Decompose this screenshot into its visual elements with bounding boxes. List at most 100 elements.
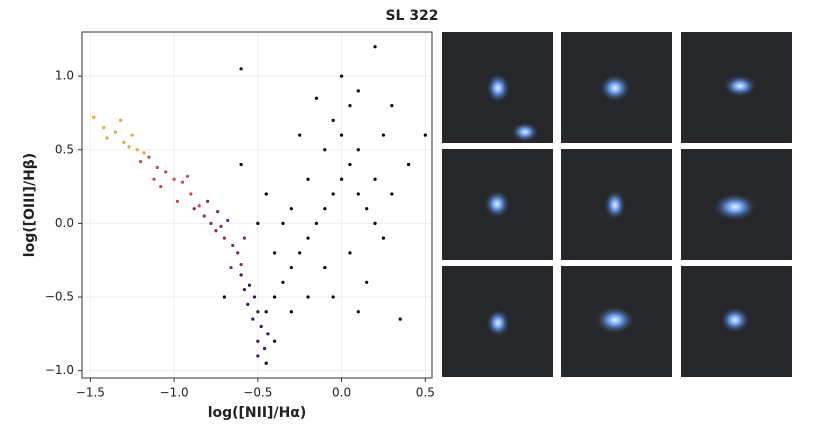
point xyxy=(323,148,327,152)
y-tick-label: 1.0 xyxy=(55,69,74,83)
point xyxy=(256,354,260,358)
point xyxy=(339,177,344,181)
point xyxy=(180,180,185,184)
point xyxy=(281,280,285,284)
point xyxy=(139,159,143,164)
point xyxy=(256,221,260,226)
point xyxy=(239,67,243,71)
point xyxy=(348,104,352,108)
point xyxy=(247,283,252,287)
point xyxy=(365,280,369,284)
point xyxy=(175,199,180,203)
point xyxy=(314,96,319,100)
x-tick-label: −0.5 xyxy=(243,386,272,400)
point xyxy=(246,302,250,306)
point xyxy=(339,133,344,137)
point xyxy=(236,251,240,255)
point xyxy=(259,324,263,329)
y-axis-label: log([OIII]/Hβ) xyxy=(22,153,38,257)
point xyxy=(222,295,226,299)
point xyxy=(406,162,411,167)
point xyxy=(202,214,206,218)
point xyxy=(172,177,176,181)
galaxy xyxy=(595,306,635,334)
y-tick-label: −0.5 xyxy=(45,290,74,304)
point xyxy=(356,89,360,93)
point xyxy=(339,74,344,78)
point xyxy=(155,165,159,170)
point xyxy=(262,346,267,351)
point xyxy=(251,317,255,321)
point xyxy=(113,130,118,134)
x-tick-label: 0.0 xyxy=(332,386,351,400)
point xyxy=(130,133,134,137)
point xyxy=(373,45,377,49)
point xyxy=(185,174,190,178)
point xyxy=(398,317,402,321)
point xyxy=(264,192,268,196)
point xyxy=(256,310,260,314)
point xyxy=(152,177,156,181)
point xyxy=(423,133,427,137)
point xyxy=(306,295,310,299)
point xyxy=(289,310,293,314)
point xyxy=(331,192,335,196)
galaxy xyxy=(723,75,757,97)
point xyxy=(272,295,277,299)
point xyxy=(289,207,293,211)
galaxy xyxy=(604,190,626,220)
point xyxy=(142,151,146,155)
point xyxy=(231,243,235,248)
galaxy xyxy=(713,193,757,221)
point xyxy=(222,236,226,240)
point xyxy=(331,295,335,299)
point xyxy=(197,204,201,208)
point xyxy=(192,207,196,211)
point xyxy=(390,104,394,108)
point xyxy=(239,263,243,267)
point xyxy=(209,221,213,226)
point xyxy=(226,218,230,223)
galaxy xyxy=(486,309,510,337)
point xyxy=(264,310,268,314)
point xyxy=(105,136,109,140)
point xyxy=(205,199,210,203)
galaxy xyxy=(720,307,750,333)
point xyxy=(256,339,260,343)
x-tick-label: −1.0 xyxy=(160,386,189,400)
point xyxy=(356,310,360,314)
point xyxy=(314,221,319,226)
point xyxy=(331,118,335,122)
point xyxy=(122,140,126,145)
point xyxy=(323,207,327,211)
point xyxy=(356,192,360,196)
point xyxy=(127,145,131,149)
point xyxy=(239,162,243,167)
point xyxy=(365,207,369,211)
point xyxy=(298,133,302,137)
point xyxy=(373,177,377,181)
x-axis-label: log([NII]/Hα) xyxy=(208,405,307,421)
point xyxy=(373,221,377,226)
point xyxy=(219,224,223,228)
point xyxy=(281,221,285,226)
point xyxy=(264,361,268,365)
point xyxy=(159,184,163,189)
point xyxy=(348,162,352,167)
point xyxy=(323,265,327,270)
point xyxy=(164,170,168,174)
point xyxy=(381,236,386,240)
point xyxy=(266,332,270,336)
point xyxy=(348,251,352,255)
point xyxy=(242,288,247,292)
galaxy xyxy=(599,74,631,102)
point xyxy=(306,236,310,240)
point xyxy=(306,177,310,181)
point xyxy=(147,155,151,159)
point xyxy=(390,192,394,196)
point xyxy=(92,115,96,119)
x-tick-label: 0.5 xyxy=(416,386,435,400)
point xyxy=(242,236,247,240)
point xyxy=(102,126,106,130)
point xyxy=(135,148,139,152)
